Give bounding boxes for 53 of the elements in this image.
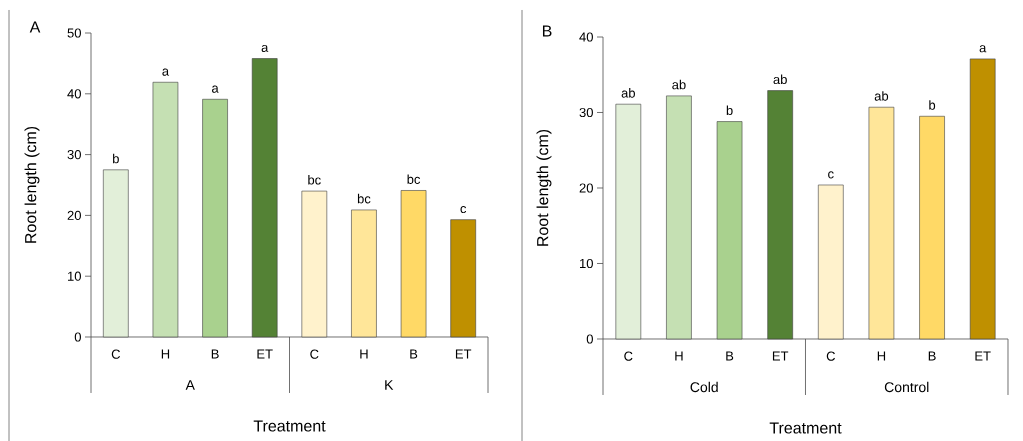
y-tick-label: 10 xyxy=(580,258,593,269)
x-tick-label: B xyxy=(928,351,936,361)
x-tick-label: C xyxy=(826,351,836,361)
y-tick-label: 50 xyxy=(67,28,81,38)
y-tick-label: 30 xyxy=(67,150,81,160)
x-axis-title: Treatment xyxy=(769,422,842,434)
data-label: b xyxy=(726,105,733,116)
x-tick-label: ET xyxy=(257,349,273,359)
data-label: a xyxy=(162,68,170,76)
chart-title: A xyxy=(29,21,41,33)
x-tick-label: H xyxy=(360,349,368,359)
y-tick-label: 0 xyxy=(586,334,593,344)
x-tick-label: C xyxy=(310,349,319,359)
x-tick-label: C xyxy=(111,349,121,359)
x-tick-label: B xyxy=(410,349,418,359)
x-tick-label: H xyxy=(877,351,886,361)
data-label: bc xyxy=(357,193,371,204)
x-tick-label: ET xyxy=(772,351,789,361)
data-label: ab xyxy=(621,88,635,98)
data-label: b xyxy=(113,153,119,164)
x-axis-title: Treatment xyxy=(253,420,326,432)
text: Control xyxy=(884,381,929,393)
y-tick-label: 20 xyxy=(579,183,593,193)
y-tick-label: 40 xyxy=(579,32,593,42)
y-axis-title: Root length (cm) xyxy=(24,126,40,243)
data-label: c xyxy=(828,171,834,179)
chart-title: B xyxy=(542,25,552,37)
x-tick-label: H xyxy=(675,351,683,361)
y-tick-label: 30 xyxy=(579,107,593,118)
data-label: bc xyxy=(407,174,421,184)
y-tick-label: 10 xyxy=(68,271,81,281)
y-tick-label: 20 xyxy=(67,210,81,220)
y-tick-label: 0 xyxy=(74,332,81,342)
data-label: c xyxy=(460,206,467,214)
data-label: ab xyxy=(874,91,889,101)
data-label: bc xyxy=(308,174,321,185)
x-tick-label: H xyxy=(161,349,170,359)
x-tick-label: B xyxy=(211,349,219,359)
x-tick-label: ET xyxy=(975,351,991,361)
x-tick-label: C xyxy=(624,351,633,361)
data-label: ab xyxy=(672,79,686,90)
x-tick-label: B xyxy=(726,351,734,361)
text: A xyxy=(185,380,195,390)
data-label: a xyxy=(979,45,987,53)
data-label: a xyxy=(212,85,219,93)
data-label: b xyxy=(929,100,936,110)
y-tick-label: 40 xyxy=(67,89,81,99)
x-tick-label: ET xyxy=(455,349,472,359)
data-label: a xyxy=(261,44,269,53)
text: Cold xyxy=(690,381,718,393)
data-label: ab xyxy=(773,74,787,85)
y-axis-title: Root length (cm) xyxy=(536,129,552,246)
text: K xyxy=(385,380,394,390)
